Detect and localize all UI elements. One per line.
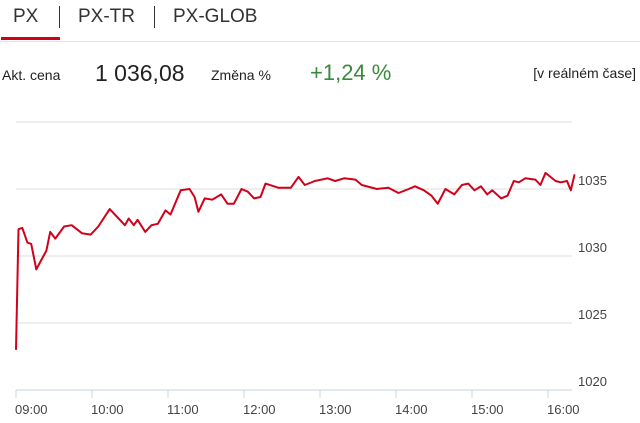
y-tick-label: 1025	[578, 307, 607, 322]
x-tick-label: 09:00	[15, 402, 48, 417]
x-tick-label: 14:00	[395, 402, 428, 417]
x-tick-label: 11:00	[167, 402, 199, 417]
current-price: 1 036,08	[95, 60, 185, 86]
active-tab-indicator	[1, 37, 60, 40]
tab-px-glob[interactable]: PX-GLOB	[173, 6, 258, 27]
x-tick-label: 12:00	[243, 402, 276, 417]
price-label: Akt. cena	[2, 67, 61, 83]
y-tick-label: 1035	[578, 173, 607, 188]
tab-px-tr[interactable]: PX-TR	[78, 6, 135, 27]
x-tick-label: 10:00	[91, 402, 124, 417]
tab-px[interactable]: PX	[13, 6, 39, 27]
tab-separator	[59, 6, 60, 28]
change-label: Změna %	[211, 67, 271, 83]
y-tick-label: 1030	[578, 240, 607, 255]
y-tick-label: 1020	[578, 374, 607, 389]
change-percent: +1,24 %	[310, 60, 392, 85]
x-tick-label: 16:00	[547, 402, 580, 417]
realtime-note: [v reálném čase]	[533, 65, 636, 81]
quote-info: Akt. cena 1 036,08 Změna % +1,24 % [v re…	[0, 58, 640, 88]
x-tick-label: 15:00	[471, 402, 504, 417]
tab-separator	[154, 6, 155, 28]
index-tabs: PX PX-TR PX-GLOB	[0, 0, 640, 42]
x-tick-label: 13:00	[319, 402, 352, 417]
